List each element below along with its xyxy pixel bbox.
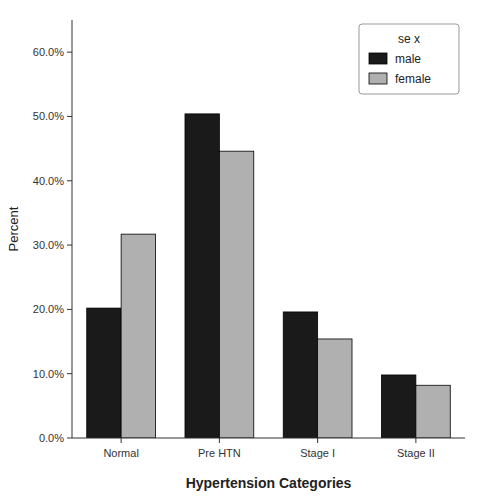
- y-tick-label: 60.0%: [33, 46, 64, 58]
- y-tick-label: 30.0%: [33, 239, 64, 251]
- x-tick: [317, 438, 318, 443]
- y-tick-label: 20.0%: [33, 303, 64, 315]
- x-tick-label: Normal: [103, 447, 138, 459]
- bars: [87, 114, 451, 438]
- y-tick: [67, 52, 72, 53]
- y-axis-label: Percent: [6, 206, 21, 251]
- x-axis: Normal Pre HTN Stage I Stage II: [103, 438, 434, 459]
- x-tick: [121, 438, 122, 443]
- legend-box: [359, 24, 459, 94]
- x-axis-line: [72, 438, 465, 439]
- bar: [318, 339, 352, 438]
- bar: [87, 308, 121, 438]
- bar: [416, 385, 450, 438]
- x-tick: [415, 438, 416, 443]
- bar: [121, 234, 155, 438]
- y-tick-label: 40.0%: [33, 175, 64, 187]
- legend-swatch: [369, 73, 387, 84]
- y-tick: [67, 373, 72, 374]
- y-tick: [67, 116, 72, 117]
- bar: [219, 151, 253, 438]
- y-axis: 0.0% 10.0% 20.0% 30.0% 40.0% 50.0% 60.0%: [33, 46, 72, 444]
- bar: [283, 312, 317, 438]
- x-tick-label: Stage I: [300, 447, 335, 459]
- y-tick: [67, 438, 72, 439]
- y-tick-label: 10.0%: [33, 368, 64, 380]
- x-tick-label: Stage II: [397, 447, 435, 459]
- y-tick: [67, 309, 72, 310]
- chart: 0.0% 10.0% 20.0% 30.0% 40.0% 50.0% 60.0% Normal…: [0, 0, 480, 500]
- legend-swatch: [369, 53, 387, 64]
- bar: [185, 114, 219, 438]
- y-tick: [67, 245, 72, 246]
- bar: [381, 375, 415, 438]
- legend-title: se x: [398, 32, 420, 46]
- x-tick: [219, 438, 220, 443]
- legend: se x male female: [359, 24, 459, 94]
- y-axis-line: [72, 20, 73, 438]
- y-tick-label: 0.0%: [39, 432, 64, 444]
- legend-label: female: [395, 72, 431, 86]
- y-tick-label: 50.0%: [33, 110, 64, 122]
- legend-label: male: [395, 52, 421, 66]
- x-axis-label: Hypertension Categories: [186, 475, 352, 491]
- x-tick-label: Pre HTN: [198, 447, 241, 459]
- y-tick: [67, 180, 72, 181]
